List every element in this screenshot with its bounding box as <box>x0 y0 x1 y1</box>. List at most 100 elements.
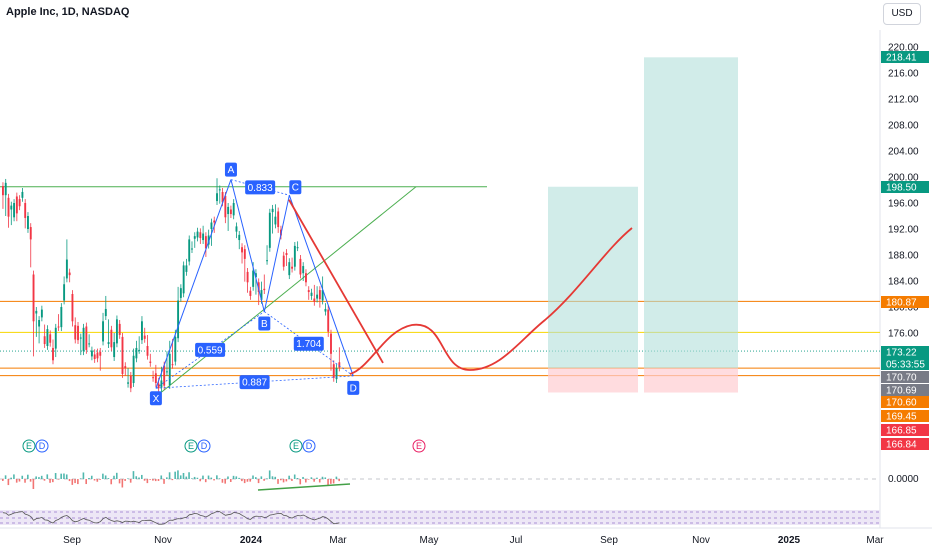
event-marker-label: D <box>201 441 208 451</box>
candle-body <box>316 294 319 299</box>
earnings-upcoming-marker[interactable]: E <box>412 439 426 453</box>
candle-body <box>46 329 49 346</box>
candle-body <box>38 320 41 327</box>
candle-body <box>202 233 205 241</box>
harmonic-ratio-badge <box>293 336 324 351</box>
candle-body <box>232 203 235 216</box>
oscillator-histogram-bar <box>330 479 332 484</box>
candle-body <box>10 205 13 210</box>
oscillator-histogram-bar <box>232 475 235 479</box>
price-tick-label: 212.00 <box>888 95 919 106</box>
candle-body <box>166 371 168 373</box>
price-tag <box>881 371 929 383</box>
earnings-marker[interactable]: E <box>289 439 303 453</box>
candle-body <box>118 323 121 335</box>
candle-body <box>168 353 171 385</box>
candle-body <box>293 245 296 267</box>
oscillator-histogram-bar <box>268 470 271 479</box>
oscillator-histogram-bar <box>18 479 21 482</box>
price-tick-label: 220.00 <box>888 43 919 54</box>
oscillator-histogram-bar <box>207 475 210 479</box>
oscillator-histogram-bar <box>43 479 46 481</box>
price-tag <box>881 296 929 308</box>
oscillator-histogram-bar <box>285 479 288 482</box>
oscillator-histogram-bar <box>85 479 87 485</box>
dividend-marker[interactable]: D <box>35 439 49 453</box>
oscillator-histogram-bar <box>196 477 199 479</box>
earnings-marker[interactable]: E <box>22 439 36 453</box>
oscillator-histogram-bar <box>157 479 160 481</box>
oscillator-histogram-bar <box>199 479 201 482</box>
candle-body <box>210 222 213 229</box>
oscillator-histogram-bar <box>88 478 90 479</box>
candle-body <box>40 309 43 318</box>
earnings-marker[interactable]: E <box>184 439 198 453</box>
candle-body <box>296 247 299 249</box>
candle-body <box>154 373 157 384</box>
candle-body <box>135 347 138 359</box>
candle-body <box>29 227 32 240</box>
harmonic-leg-line <box>155 179 232 389</box>
time-axis-label: Mar <box>866 535 884 546</box>
candle-body <box>52 347 54 361</box>
dividend-marker[interactable]: D <box>302 439 316 453</box>
oscillator-histogram-bar <box>65 474 68 479</box>
oscillator-histogram-bar <box>216 475 218 479</box>
candle-body <box>124 366 127 369</box>
oscillator-histogram-bar <box>54 473 57 479</box>
harmonic-ratio-badge <box>195 342 226 357</box>
oscillator-histogram-bar <box>118 479 121 484</box>
price-tag <box>881 181 929 193</box>
harmonic-point-badge <box>289 180 302 195</box>
time-axis-label: Mar <box>329 535 347 546</box>
oscillator-histogram-bar <box>21 475 24 479</box>
event-marker-label: D <box>306 441 313 451</box>
oscillator-histogram-bar <box>257 479 260 484</box>
candle-body <box>113 342 116 358</box>
harmonic-ratio-label: 1.704 <box>296 339 321 350</box>
oscillator-histogram-bar <box>171 479 174 481</box>
candle-body <box>90 350 93 357</box>
event-marker-label: E <box>416 441 422 451</box>
harmonic-ratio-label: 0.833 <box>248 183 273 194</box>
oscillator-histogram-bar <box>10 477 12 479</box>
oscillator-histogram-bar <box>7 479 10 486</box>
event-marker-circle <box>302 439 316 453</box>
candle-body <box>174 336 177 362</box>
oscillator-histogram-bar <box>327 479 329 486</box>
rsi-band <box>0 510 880 525</box>
oscillator-histogram-bar <box>166 477 168 479</box>
event-marker-circle <box>197 439 211 453</box>
oscillator-histogram-bar <box>129 479 132 483</box>
price-tag-value: 173.22 <box>886 348 917 359</box>
oscillator-histogram-bar <box>71 479 74 485</box>
oscillator-histogram-bar <box>60 473 62 479</box>
oscillator-histogram-bar <box>296 478 299 479</box>
oscillator-histogram-bar <box>90 475 93 479</box>
candle-body <box>141 321 143 341</box>
currency-button[interactable]: USD <box>883 3 921 25</box>
candle-body <box>191 248 193 250</box>
candle-body <box>196 231 199 238</box>
price-tag-value: 166.84 <box>886 440 917 451</box>
oscillator-histogram-bar <box>102 473 104 479</box>
oscillator-histogram-bar <box>177 470 179 479</box>
candle-body <box>63 284 66 301</box>
oscillator-histogram-bar <box>104 475 107 479</box>
oscillator-histogram-bar <box>193 476 196 479</box>
oscillator-histogram-bar <box>160 475 163 479</box>
candle-body <box>82 327 85 352</box>
candle-body <box>68 272 71 276</box>
candle-body <box>260 290 263 300</box>
candle-body <box>282 255 285 267</box>
candle-body <box>268 212 271 248</box>
oscillator-histogram-bar <box>241 479 243 482</box>
oscillator-histogram-bar <box>32 479 35 489</box>
dividend-marker[interactable]: D <box>197 439 211 453</box>
price-tick-label: 192.00 <box>888 225 919 236</box>
oscillator-histogram-bar <box>313 479 315 482</box>
oscillator-histogram-bar <box>27 474 29 479</box>
oscillator-histogram-bar <box>124 479 126 481</box>
candle-body <box>96 352 99 359</box>
